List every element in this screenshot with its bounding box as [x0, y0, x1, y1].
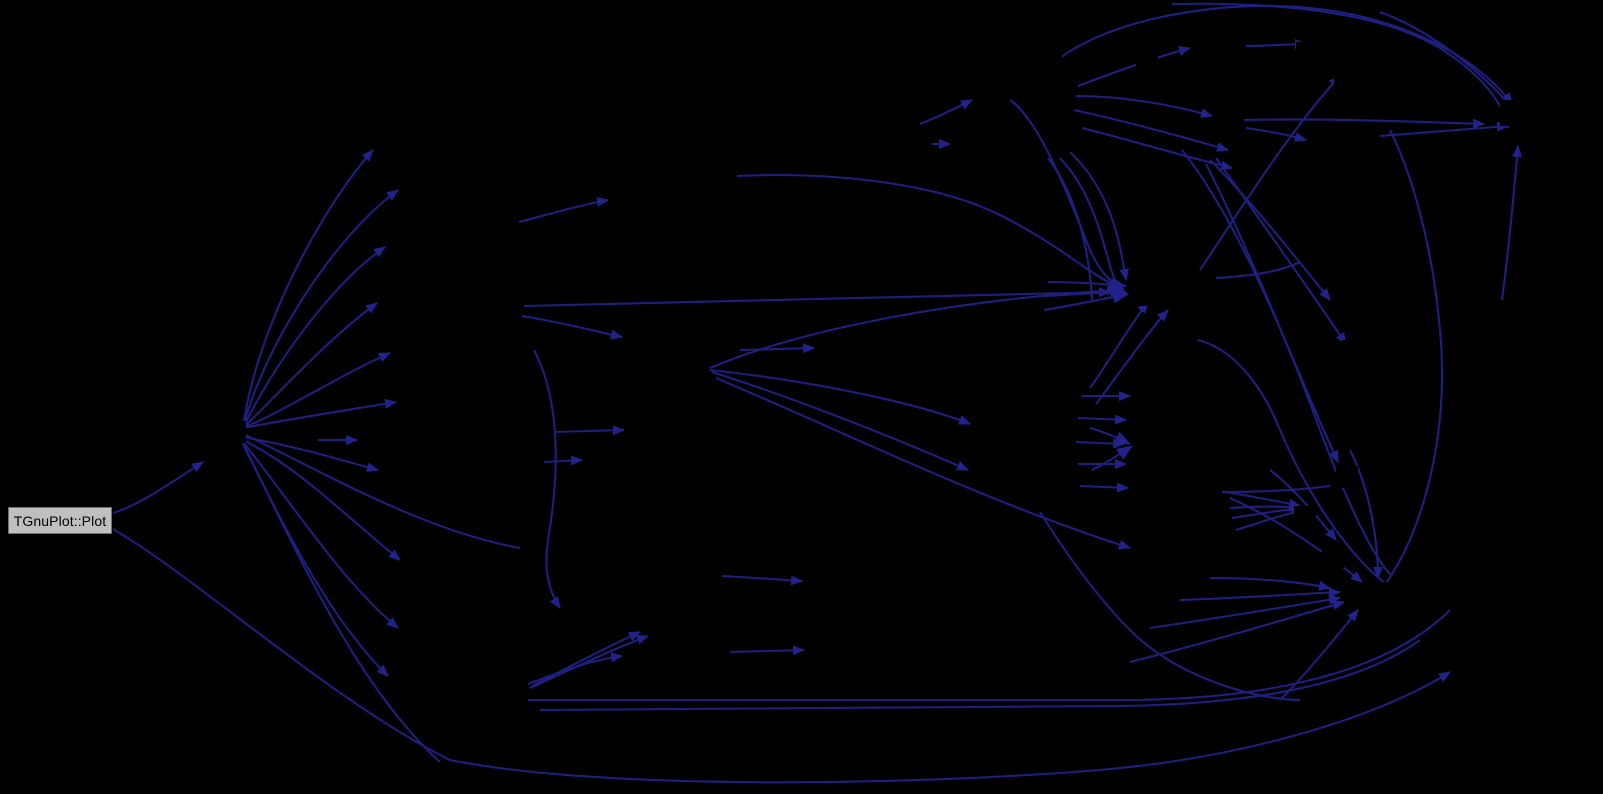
- graph-node[interactable]: [650, 584, 672, 606]
- graph-node[interactable]: [632, 418, 654, 440]
- graph-node[interactable]: [1296, 150, 1318, 172]
- graph-node[interactable]: [1128, 270, 1168, 306]
- graph-node[interactable]: [810, 640, 832, 662]
- graph-node[interactable]: [1294, 506, 1316, 528]
- graph-node[interactable]: [614, 194, 636, 216]
- graph-node[interactable]: [1140, 542, 1162, 564]
- graph-node[interactable]: [968, 366, 990, 388]
- graph-node[interactable]: [1296, 42, 1318, 64]
- graph-node[interactable]: [978, 468, 1000, 490]
- graph-node[interactable]: [810, 576, 832, 598]
- graph-node[interactable]: [1140, 458, 1162, 480]
- graph-node[interactable]: [1144, 406, 1166, 428]
- graph-node[interactable]: [956, 132, 978, 154]
- graph-node[interactable]: [396, 470, 418, 492]
- graph-node[interactable]: [654, 546, 676, 568]
- node-label: TGnuPlot::Plot: [13, 512, 107, 529]
- graph-node[interactable]: [1334, 68, 1356, 90]
- graph-node[interactable]: [1322, 546, 1344, 568]
- graph-node[interactable]: [1336, 146, 1358, 168]
- graph-node[interactable]: [410, 630, 432, 652]
- graph-node[interactable]: [1140, 380, 1162, 402]
- graph-node[interactable]: [1136, 44, 1158, 66]
- graph-node[interactable]: [368, 430, 390, 452]
- graph-node[interactable]: [1140, 478, 1162, 500]
- graph-node[interactable]: [1334, 302, 1356, 324]
- graph-node[interactable]: [396, 134, 422, 156]
- graph-node[interactable]: [590, 450, 612, 472]
- graph-node[interactable]: [398, 235, 420, 257]
- graph-node[interactable]: [390, 292, 412, 314]
- graph-node[interactable]: [1336, 466, 1358, 488]
- graph-node[interactable]: [1040, 50, 1062, 72]
- graph-node[interactable]: [408, 394, 430, 416]
- graph-node[interactable]: [806, 146, 828, 168]
- graph-node[interactable]: [1342, 340, 1364, 362]
- graph-node[interactable]: [398, 674, 420, 696]
- graph-node[interactable]: [410, 177, 432, 199]
- graph-node[interactable]: [820, 338, 842, 360]
- graph-node[interactable]: [654, 622, 676, 644]
- graph-node[interactable]: [630, 652, 652, 674]
- node-tgnuplot-plot[interactable]: TGnuPlot::Plot: [8, 507, 112, 534]
- graph-node[interactable]: [1138, 434, 1160, 456]
- graph-node[interactable]: [1362, 582, 1396, 608]
- graph-node[interactable]: [236, 421, 246, 443]
- graph-node[interactable]: [404, 564, 426, 586]
- graph-node[interactable]: [628, 322, 650, 344]
- graph-node[interactable]: [1500, 100, 1526, 126]
- graph-node[interactable]: [976, 418, 998, 440]
- graph-node[interactable]: [978, 92, 1000, 114]
- graph-node[interactable]: [400, 343, 422, 365]
